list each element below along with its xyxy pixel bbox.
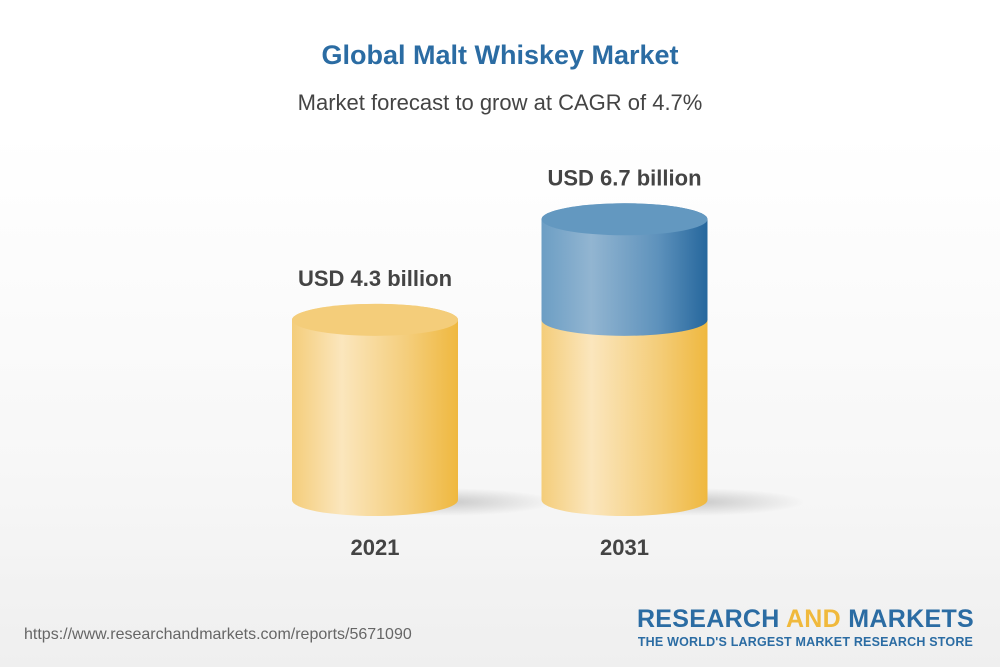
cylinder-base-segment [541,303,708,516]
category-label: 2031 [600,535,649,560]
data-label: USD 6.7 billion [547,165,701,190]
logo-text: MARKETS [841,605,974,633]
data-label: USD 4.3 billion [298,266,452,291]
brand-logo: RESEARCH AND MARKETS THE WORLD'S LARGEST… [637,605,974,649]
cylinder-top [292,303,458,336]
logo-text-and: AND [785,605,842,633]
cylinder-growth-segment [541,203,708,336]
chart-subtitle: Market forecast to grow at CAGR of 4.7% [297,90,703,115]
category-label: 2021 [351,535,400,560]
cylinder-bar-2021 [292,303,458,516]
logo-text: RESEARCH [636,605,786,633]
report-url[interactable]: https://www.researchandmarkets.com/repor… [24,626,412,643]
logo-tagline: THE WORLD'S LARGEST MARKET RESEARCH STOR… [637,635,974,649]
cylinder-chart: USD 4.3 billion USD 6.7 billion 2021 203… [292,165,805,560]
cylinder-top [541,203,708,236]
chart-title: Global Malt Whiskey Market [321,40,679,70]
